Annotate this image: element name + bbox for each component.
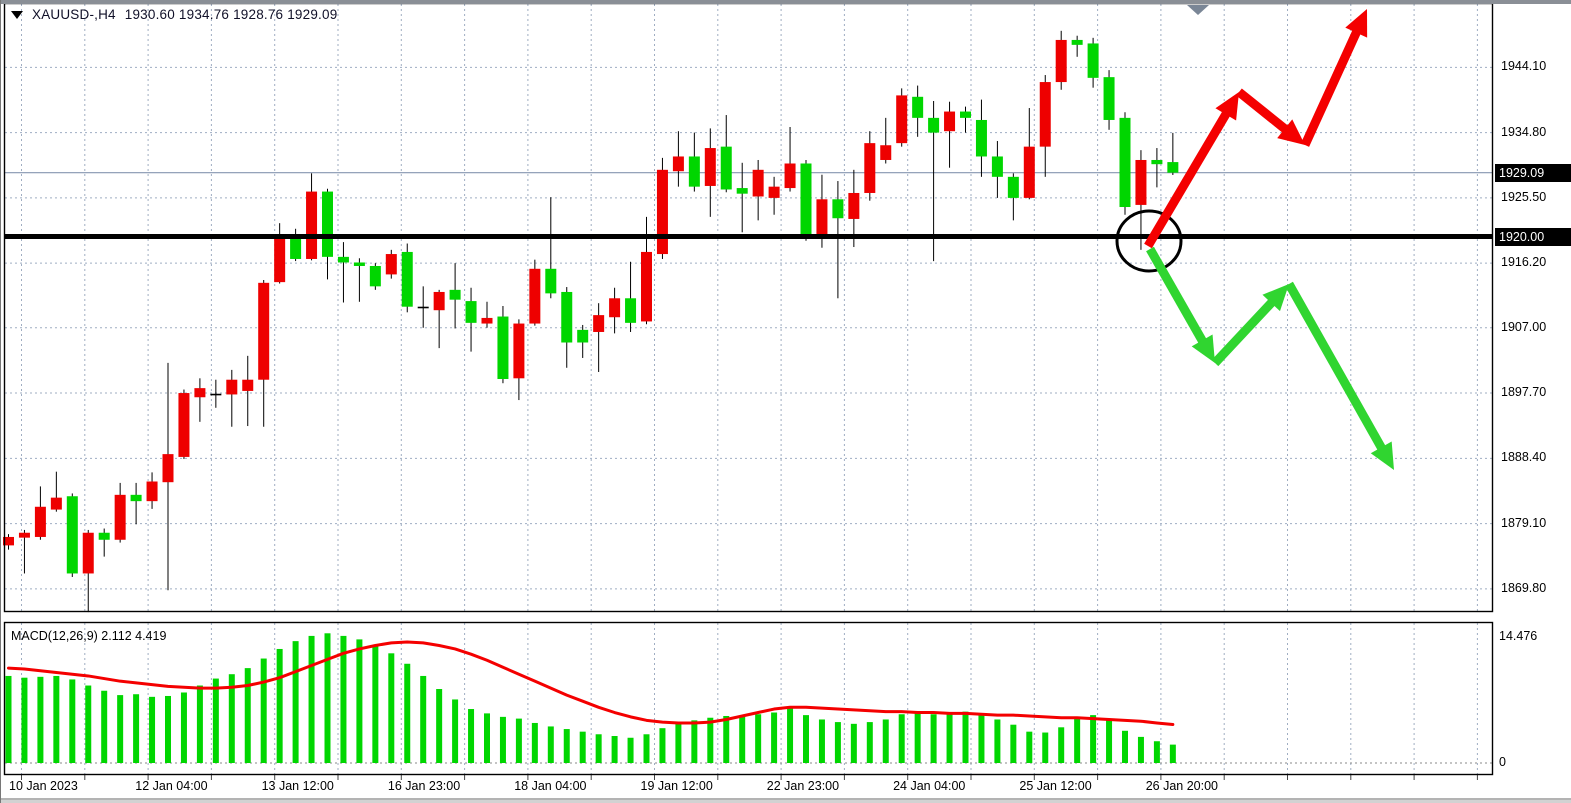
macd-indicator-label: MACD(12,26,9) 2.112 4.419	[11, 629, 167, 643]
price-axis-label: 1879.10	[1501, 515, 1547, 530]
price-axis[interactable]: 1929.09 1920.00 1944.10 1934.80 1925.50 191…	[1494, 0, 1571, 803]
price-axis-label: 1934.80	[1501, 124, 1547, 139]
price-axis-label: 1888.40	[1501, 450, 1547, 465]
time-axis-label: 19 Jan 12:00	[640, 779, 713, 793]
chart-title: XAUUSD-,H4 1930.60 1934.76 1928.76 1929.…	[11, 7, 337, 22]
time-axis-label: 13 Jan 12:00	[261, 779, 334, 793]
time-axis-label: 16 Jan 23:00	[387, 779, 461, 793]
time-axis-label: 26 Jan 20:00	[1145, 779, 1218, 793]
price-axis-label: 1944.10	[1501, 59, 1547, 74]
shift-triangle-icon[interactable]	[1187, 5, 1209, 15]
entry-circle-annotation[interactable]	[1115, 209, 1183, 273]
time-axis-label: 24 Jan 04:00	[893, 779, 966, 793]
gridlines	[5, 4, 1492, 780]
symbol-timeframe-label: XAUUSD-,H4	[32, 7, 116, 22]
price-axis-label: 1907.00	[1501, 319, 1547, 334]
price-axis-label: 1916.20	[1501, 255, 1547, 270]
macd-signal-line	[7, 640, 1175, 727]
macd-histogram	[5, 633, 1176, 763]
window-top-edge	[1, 0, 1571, 4]
bullish-scenario-arrow[interactable]	[1144, 9, 1368, 249]
price-axis-label: 1897.70	[1501, 385, 1547, 400]
time-axis[interactable]: 10 Jan 2023 12 Jan 04:00 13 Jan 12:00 16 Ja…	[1, 777, 1571, 801]
candlesticks	[3, 30, 1179, 613]
macd-axis-label: 0	[1499, 755, 1506, 769]
bid-price-tag: 1929.09	[1495, 163, 1571, 182]
time-axis-label: 10 Jan 2023	[9, 779, 78, 793]
bearish-scenario-arrow[interactable]	[1146, 246, 1394, 470]
macd-axis-label: 14.476	[1499, 628, 1538, 643]
price-axis-label: 1869.80	[1501, 580, 1547, 595]
price-axis-label: 1925.50	[1501, 189, 1547, 204]
window-bottom-edge	[1, 800, 1571, 803]
time-axis-label: 18 Jan 04:00	[514, 779, 587, 793]
time-axis-label: 12 Jan 04:00	[135, 779, 208, 793]
ohlc-values: 1930.60 1934.76 1928.76 1929.09	[124, 7, 338, 22]
macd-pane-border	[3, 621, 1494, 776]
time-axis-label: 25 Jan 12:00	[1019, 779, 1092, 793]
time-axis-label: 22 Jan 23:00	[766, 779, 840, 793]
hline-price-tag: 1920.00	[1495, 227, 1571, 246]
symbol-dropdown-triangle-icon[interactable]	[11, 10, 23, 19]
